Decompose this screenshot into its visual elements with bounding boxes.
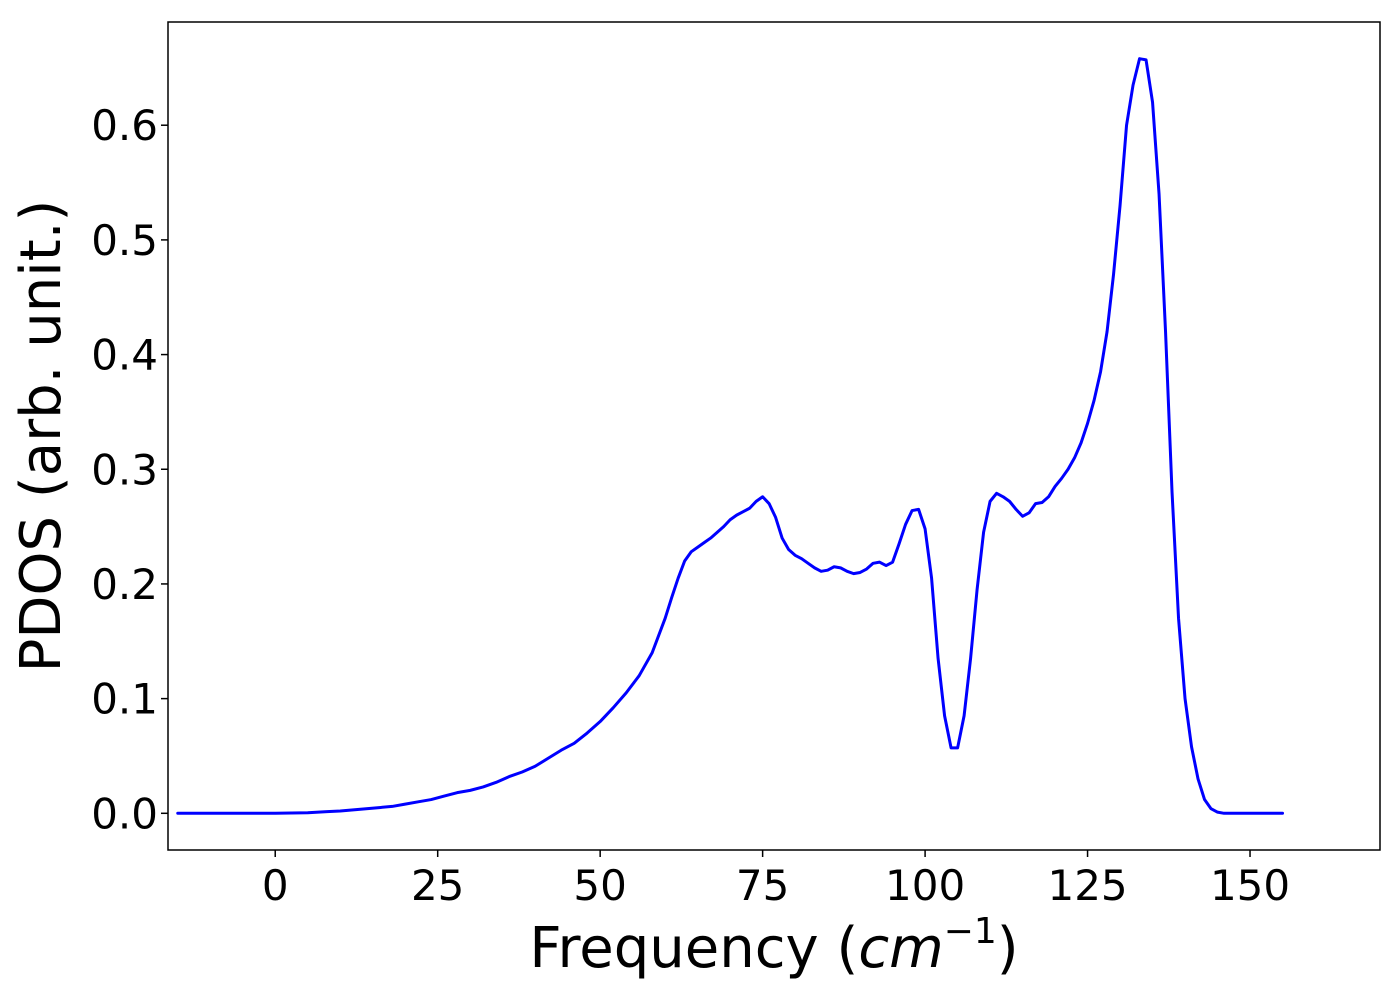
y-tick-label: 0.3 (91, 445, 158, 494)
pdos-series-line (176, 57, 1285, 815)
x-axis-label-close: ) (997, 916, 1019, 981)
x-tick-label: 50 (573, 861, 626, 910)
x-axis-label-exponent: −1 (944, 911, 997, 952)
y-tick-label: 0.4 (91, 331, 158, 380)
x-tick-label: 25 (411, 861, 464, 910)
x-tick-label: 150 (1210, 861, 1290, 910)
y-tick-label: 0.5 (91, 216, 158, 265)
y-tick-label: 0.0 (91, 789, 158, 838)
y-tick-label: 0.6 (91, 101, 158, 150)
x-axis-label: Frequency (cm−1) (529, 911, 1018, 981)
y-tick-label: 0.2 (91, 560, 158, 609)
y-axis-label: PDOS (arb. unit.) (9, 200, 74, 673)
plot-frame (167, 21, 1381, 851)
x-axis-ticks: 0 25 50 75 100 125 150 (262, 850, 1290, 910)
plot-layer (176, 57, 1285, 815)
x-tick-label: 125 (1047, 861, 1127, 910)
x-tick-label: 75 (736, 861, 789, 910)
x-axis-label-text: Frequency ( (529, 916, 858, 981)
y-axis-ticks: 0.0 0.1 0.2 0.3 0.4 0.5 0.6 (91, 101, 168, 838)
x-axis-label-unit: cm (858, 916, 943, 981)
x-tick-label: 0 (262, 861, 289, 910)
x-tick-label: 100 (885, 861, 965, 910)
y-tick-label: 0.1 (91, 675, 158, 724)
